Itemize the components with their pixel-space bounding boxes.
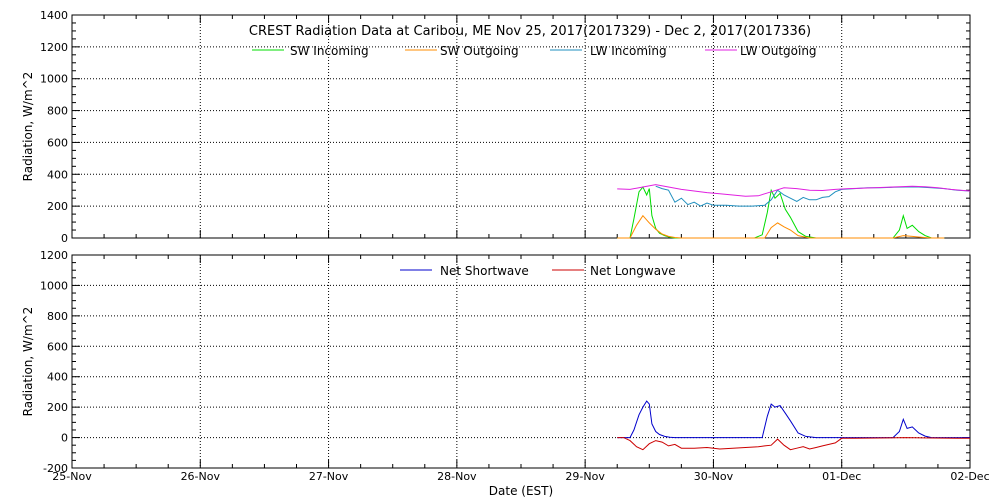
y-tick-label: 400	[47, 168, 68, 181]
y-tick-label: -200	[43, 462, 68, 475]
y-tick-label: 1400	[40, 9, 68, 22]
y-tick-label: 600	[47, 340, 68, 353]
y-axis-title: Radiation, W/m^2	[21, 72, 35, 182]
plot-frame	[71, 254, 971, 469]
series-line-sw-outgoing	[617, 214, 945, 239]
chart-panel-2: -200 0 200 400 600 800 1000 1200 Radiation, W/m^…	[21, 249, 990, 498]
y-tick-label: 800	[47, 310, 68, 323]
legend-label: Net Longwave	[590, 264, 676, 278]
legend-entry: LW Incoming	[550, 44, 667, 58]
y-tick-label: 1200	[40, 249, 68, 262]
chart-title: CREST Radiation Data at Caribou, ME Nov …	[249, 24, 811, 39]
x-axis-title: Date (EST)	[489, 484, 553, 498]
series-line-lw-incoming	[655, 185, 971, 207]
y-tick-label: 1000	[40, 73, 68, 86]
x-tick-label: 29-Nov	[565, 470, 605, 483]
legend-label: SW Outgoing	[440, 44, 519, 58]
legend-label: LW Incoming	[590, 44, 667, 58]
y-tick-label: 200	[47, 200, 68, 213]
x-tick-label: 26-Nov	[181, 470, 221, 483]
series-line-lw-outgoing	[617, 184, 971, 197]
x-tick-label: 30-Nov	[694, 470, 734, 483]
x-tick-label: 25-Nov	[52, 470, 92, 483]
y-tick-label: 400	[47, 371, 68, 384]
x-tick-label: 27-Nov	[309, 470, 349, 483]
series-line-sw-incoming	[617, 186, 945, 239]
series-line-net-shortwave	[617, 400, 970, 439]
legend-entry: SW Incoming	[252, 44, 369, 58]
y-tick-label: 1200	[40, 41, 68, 54]
x-tick-label: 02-Dec	[950, 470, 989, 483]
chart-panel-1: 0 200 400 600 800 1000 1200 1400 Radiation, W/m^…	[21, 9, 971, 245]
legend-label: SW Incoming	[290, 44, 369, 58]
y-axis-title: Radiation, W/m^2	[21, 307, 35, 417]
x-tick-label: 01-Dec	[822, 470, 861, 483]
y-tick-label: 1000	[40, 279, 68, 292]
y-tick-label: 200	[47, 401, 68, 414]
x-tick-label: 28-Nov	[437, 470, 477, 483]
y-tick-label: 600	[47, 136, 68, 149]
legend-entry: Net Longwave	[552, 264, 676, 278]
legend-entry: SW Outgoing	[405, 44, 519, 58]
y-tick-label: 800	[47, 105, 68, 118]
legend-label: Net Shortwave	[440, 264, 529, 278]
y-tick-label: 0	[61, 432, 68, 445]
legend-entry: LW Outgoing	[705, 44, 817, 58]
plot-frame	[71, 14, 971, 239]
y-tick-label: 0	[61, 232, 68, 245]
legend-entry: Net Shortwave	[400, 264, 529, 278]
legend-label: LW Outgoing	[740, 44, 817, 58]
series-line-net-longwave	[617, 437, 970, 451]
